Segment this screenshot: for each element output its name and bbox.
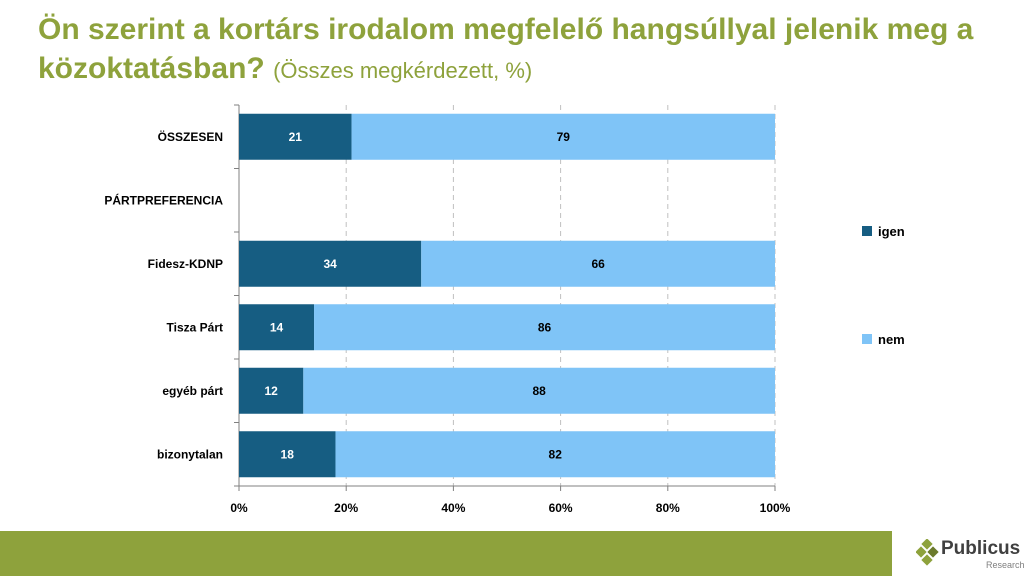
data-label-nem: 88 — [532, 384, 546, 398]
logo-diamond-icon — [916, 539, 939, 566]
logo-subtitle: Research — [986, 560, 1024, 570]
bar-igen — [239, 304, 315, 351]
data-label-nem: 66 — [591, 257, 605, 271]
footer-bar — [0, 531, 892, 576]
data-label-nem: 79 — [557, 130, 571, 144]
x-tick-label: 40% — [441, 501, 465, 515]
logo-name: Publicus — [941, 538, 1021, 559]
category-label: bizonytalan — [157, 447, 223, 461]
data-label-igen: 14 — [270, 320, 284, 334]
bar-nem — [335, 431, 775, 478]
category-label: Tisza Párt — [167, 320, 223, 334]
bar-nem — [314, 304, 775, 351]
bar-igen — [239, 113, 352, 160]
category-label: Fidesz-KDNP — [148, 257, 223, 271]
title-main: Ön szerint a kortárs irodalom megfelelő … — [38, 13, 974, 85]
data-label-igen: 18 — [281, 447, 295, 461]
x-tick-label: 80% — [656, 501, 680, 515]
bar-nem — [421, 240, 775, 287]
legend-label-nem: nem — [878, 332, 905, 347]
data-label-igen: 21 — [289, 130, 303, 144]
legend-label-igen: igen — [878, 224, 905, 239]
data-label-igen: 34 — [323, 257, 337, 271]
bar-igen — [239, 240, 422, 287]
data-label-igen: 12 — [264, 384, 278, 398]
data-label-nem: 86 — [538, 320, 552, 334]
category-label: ÖSSZESEN — [158, 129, 223, 144]
bar-nem — [351, 113, 775, 160]
x-tick-label: 0% — [230, 501, 248, 515]
x-tick-label: 60% — [549, 501, 573, 515]
publicus-logo: Publicus Research — [916, 536, 1024, 572]
page-title: Ön szerint a kortárs irodalom megfelelő … — [38, 10, 998, 90]
x-tick-label: 20% — [334, 501, 358, 515]
title-subtitle: (Összes megkérdezett, %) — [273, 58, 533, 83]
category-label: PÁRTPREFERENCIA — [104, 192, 223, 207]
legend-swatch-nem — [862, 334, 872, 344]
bar-nem — [303, 367, 775, 414]
bar-igen — [239, 367, 304, 414]
stacked-bar-chart: 0% 20% 40% 60% 80% 100% ÖSSZESEN 21 79 PÁRTPREFER… — [104, 104, 905, 515]
x-tick-label: 100% — [760, 501, 791, 515]
legend-swatch-igen — [862, 226, 872, 236]
category-label: egyéb párt — [162, 384, 223, 398]
data-label-nem: 82 — [549, 447, 563, 461]
bar-igen — [239, 431, 336, 478]
